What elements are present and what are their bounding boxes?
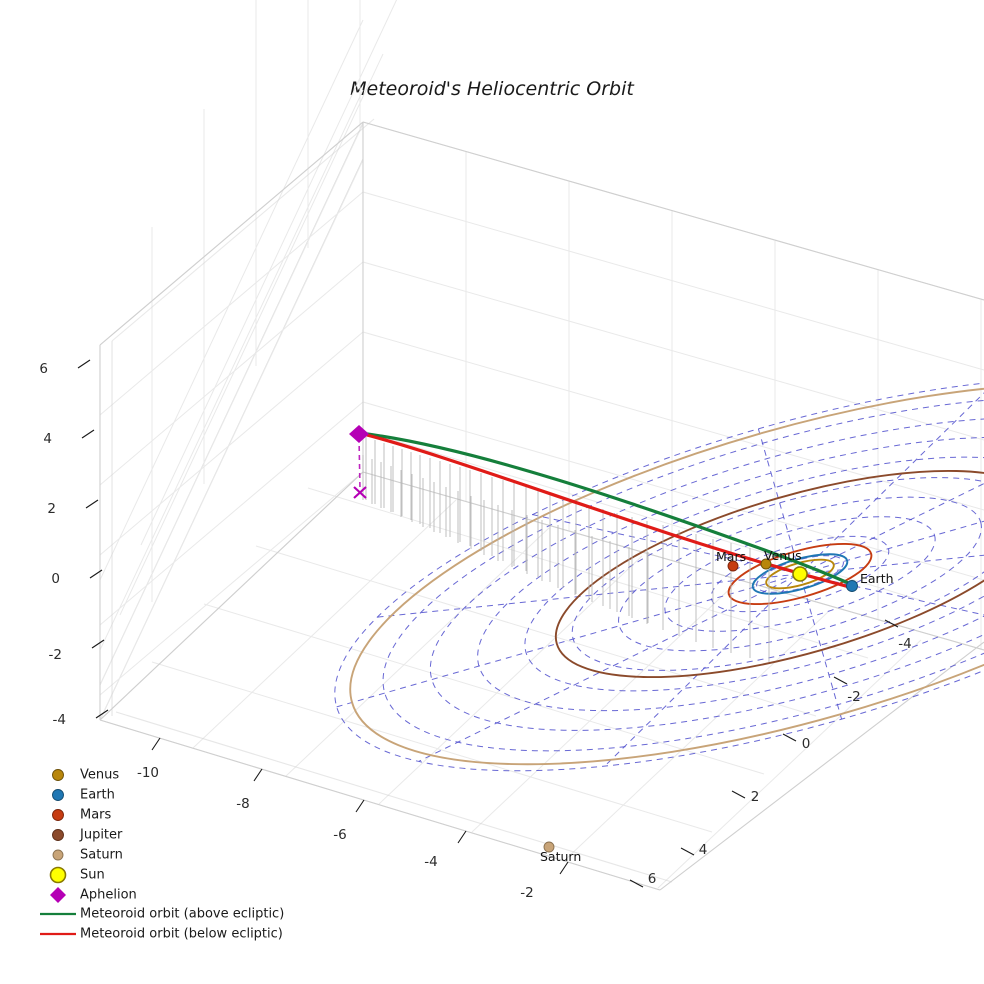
legend-item-aphelion[interactable]: Aphelion: [50, 887, 137, 903]
z-axis: 6 4 2 0 -2 -4: [39, 359, 109, 728]
z-tick-1: 4: [43, 431, 52, 447]
venus-marker: [760, 558, 772, 570]
legend-item-orbit-above[interactable]: Meteoroid orbit (above ecliptic): [40, 907, 284, 922]
sun-marker: [792, 566, 808, 582]
legend: Venus Earth Mars Jupiter Saturn Sun: [40, 768, 284, 942]
aphelion-marker: [349, 425, 369, 443]
legend-label-venus: Venus: [80, 768, 119, 783]
axes-box-edges: [99, 118, 984, 891]
x-tick-0: -10: [137, 765, 159, 781]
legend-label-mars: Mars: [80, 808, 112, 823]
y-tick-3: 2: [751, 789, 760, 805]
ecliptic-polar-grid: [334, 376, 984, 772]
y-tick-4: 4: [699, 842, 708, 858]
legend-label-jupiter: Jupiter: [79, 828, 123, 843]
sun-legend-icon: [49, 866, 67, 884]
z-tick-0: 6: [39, 361, 48, 377]
y-tick-2: 0: [802, 736, 811, 752]
legend-label-orbit-above: Meteoroid orbit (above ecliptic): [80, 907, 284, 922]
y-axis: -4 -2 0 2 4 6: [629, 619, 912, 888]
y-tick-5: 6: [648, 871, 657, 887]
legend-label-orbit-below: Meteoroid orbit (below ecliptic): [80, 927, 283, 942]
mars-marker: [727, 560, 739, 572]
z-tick-3: 0: [51, 571, 60, 587]
y-tick-1: -2: [847, 689, 860, 705]
floor-grid: [99, 429, 922, 891]
legend-item-saturn[interactable]: Saturn: [52, 848, 123, 863]
earth-orbit: [751, 553, 849, 595]
planet-markers: [543, 558, 858, 853]
legend-label-sun: Sun: [80, 868, 105, 883]
x-tick-4: -2: [520, 885, 533, 901]
legend-label-saturn: Saturn: [80, 848, 123, 863]
legend-item-venus[interactable]: Venus: [52, 768, 120, 783]
saturn-marker: [543, 841, 555, 853]
legend-item-jupiter[interactable]: Jupiter: [52, 828, 124, 843]
body-labels: Mars Venus Earth Saturn: [540, 548, 894, 864]
orbit-drop-stems: [362, 437, 770, 662]
planet-orbits: [349, 382, 984, 766]
legend-label-earth: Earth: [80, 788, 115, 803]
y-tick-0: -4: [898, 636, 911, 652]
legend-label-aphelion: Aphelion: [80, 888, 137, 903]
legend-item-mars[interactable]: Mars: [52, 808, 112, 823]
legend-item-orbit-below[interactable]: Meteoroid orbit (below ecliptic): [40, 927, 283, 942]
meteoroid-orbit: [357, 431, 855, 590]
saturn-legend-icon: [52, 849, 64, 861]
page-title: Meteoroid's Heliocentric Orbit: [350, 78, 635, 100]
aphelion-legend-icon: [50, 887, 66, 903]
earth-label: Earth: [860, 571, 894, 586]
venus-legend-icon: [52, 769, 64, 781]
venus-label: Venus: [764, 548, 802, 563]
mars-legend-icon: [52, 809, 64, 821]
mars-label: Mars: [716, 549, 746, 564]
meteoroid-orbit-above-ecliptic: [357, 431, 855, 587]
saturn-label: Saturn: [540, 849, 581, 864]
z-tick-5: -4: [53, 712, 66, 728]
aphelion-drop-line: [358, 436, 361, 491]
meteoroid-orbit-below-ecliptic: [357, 431, 855, 590]
legend-item-earth[interactable]: Earth: [52, 788, 115, 803]
mars-orbit: [727, 542, 873, 606]
jupiter-legend-icon: [52, 829, 64, 841]
earth-legend-icon: [52, 789, 64, 801]
x-tick-3: -4: [424, 854, 437, 870]
aphelion-group: [349, 425, 369, 499]
aphelion-projection-x: [353, 486, 367, 499]
x-tick-1: -8: [236, 796, 249, 812]
z-tick-4: -2: [49, 647, 62, 663]
jupiter-orbit: [554, 469, 984, 679]
earth-marker: [846, 580, 858, 592]
x-axis: -10 -8 -6 -4 -2: [137, 737, 569, 901]
legend-item-sun[interactable]: Sun: [49, 866, 105, 884]
z-tick-2: 2: [47, 501, 56, 517]
saturn-orbit: [349, 382, 984, 766]
x-tick-2: -6: [333, 827, 346, 843]
